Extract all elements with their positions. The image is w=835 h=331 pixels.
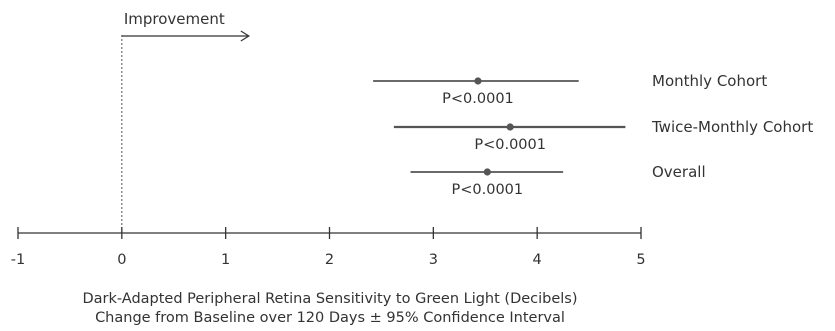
- improvement-label: Improvement: [124, 10, 225, 28]
- estimate-row: P<0.0001 Overall: [410, 163, 706, 198]
- x-axis: -1 0 1 2 3 4 5: [11, 227, 646, 268]
- estimate-row: P<0.0001 Twice-Monthly Cohort: [393, 118, 813, 153]
- estimate-row: P<0.0001 Monthly Cohort: [373, 72, 767, 107]
- point-estimate-marker: [474, 77, 482, 85]
- x-tick-label: 1: [221, 252, 230, 268]
- point-estimate-marker: [483, 168, 491, 176]
- x-axis-ticks: -1 0 1 2 3 4 5: [11, 227, 646, 268]
- x-tick-label: 4: [533, 252, 542, 268]
- series-label: Overall: [652, 163, 706, 181]
- x-tick-label: 2: [325, 252, 334, 268]
- x-axis-title-line-1: Dark-Adapted Peripheral Retina Sensitivi…: [82, 291, 577, 307]
- x-tick-label: 5: [636, 252, 645, 268]
- series-label: Twice-Monthly Cohort: [651, 118, 813, 136]
- point-estimate-marker: [506, 123, 514, 131]
- p-value-label: P<0.0001: [442, 91, 514, 107]
- p-value-label: P<0.0001: [452, 182, 524, 198]
- x-axis-title-line-2: Change from Baseline over 120 Days ± 95%…: [95, 310, 565, 326]
- series-label: Monthly Cohort: [652, 72, 767, 90]
- p-value-label: P<0.0001: [474, 137, 546, 153]
- x-tick-label: 3: [429, 252, 438, 268]
- x-tick-label: 0: [117, 252, 126, 268]
- estimate-rows: P<0.0001 Monthly Cohort P<0.0001 Twice-Mont…: [373, 72, 813, 198]
- improvement-arrow-head-icon: [240, 30, 250, 42]
- x-tick-label: -1: [11, 252, 25, 268]
- improvement-indicator: Improvement: [121, 10, 250, 42]
